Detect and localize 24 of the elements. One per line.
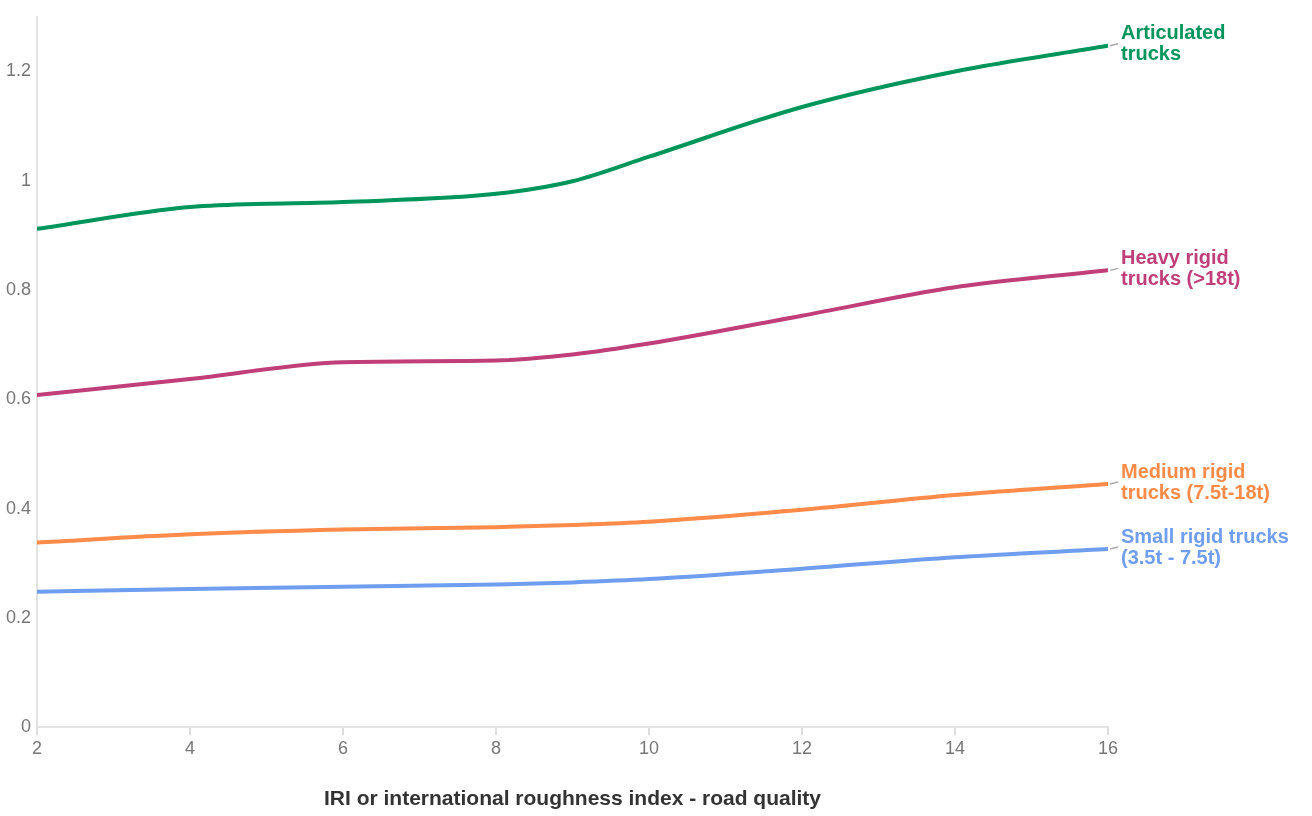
y-tick-label: 0 [21, 716, 32, 737]
x-tick-label: 2 [32, 737, 43, 758]
line-series [37, 482, 1108, 545]
y-tick-label: 0.4 [5, 497, 32, 518]
x-axis-title: IRI or international roughness index - road quality [323, 786, 822, 810]
y-tick-label: 1.2 [5, 60, 32, 81]
line-series [37, 43, 1108, 231]
x-tick-label: 16 [1097, 737, 1119, 758]
x-tick-label: 12 [791, 737, 813, 758]
x-tick-label: 14 [944, 737, 966, 758]
y-tick-label: 0.8 [5, 279, 32, 299]
line-series [37, 547, 1108, 594]
y-tick-label: 1 [21, 169, 32, 190]
x-tick-label: 4 [185, 737, 196, 758]
x-tick-label: 10 [638, 737, 660, 758]
series-label: Heavy rigid trucks (>18t) [1121, 245, 1241, 289]
x-tick-label: 8 [491, 737, 502, 758]
series-label: Articulated trucks [1121, 21, 1226, 65]
y-tick-label: 0.6 [5, 388, 32, 409]
series-label: Small rigid trucks (3.5t - 7.5t) [1121, 524, 1289, 568]
x-tick-label: 6 [338, 737, 349, 758]
line-series [37, 268, 1108, 397]
y-tick-label: 0.2 [5, 606, 32, 627]
series-label: Medium rigid trucks (7.5t-18t) [1121, 459, 1270, 503]
